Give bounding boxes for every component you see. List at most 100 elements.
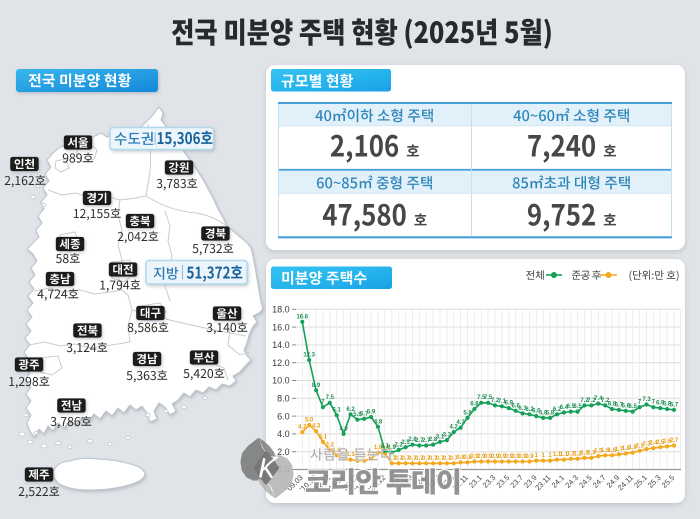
svg-text:7.5: 7.5 xyxy=(484,395,493,401)
svg-text:6.8: 6.8 xyxy=(608,402,617,408)
svg-text:6.6: 6.6 xyxy=(622,403,631,409)
svg-text:3.1: 3.1 xyxy=(319,434,328,440)
svg-text:6.2: 6.2 xyxy=(346,407,355,413)
svg-text:0.8: 0.8 xyxy=(456,455,465,461)
svg-text:2.6: 2.6 xyxy=(663,439,672,445)
svg-text:0.7: 0.7 xyxy=(388,456,397,462)
svg-text:0.9: 0.9 xyxy=(477,454,486,460)
svg-text:7.2: 7.2 xyxy=(587,398,596,404)
svg-text:6.8: 6.8 xyxy=(663,402,672,408)
svg-text:0.7: 0.7 xyxy=(443,456,452,462)
svg-text:0.7: 0.7 xyxy=(436,456,445,462)
svg-text:1.9: 1.9 xyxy=(374,445,383,451)
svg-text:0.7: 0.7 xyxy=(401,456,410,462)
svg-text:0.9: 0.9 xyxy=(484,454,493,460)
svg-text:5.7: 5.7 xyxy=(360,411,369,417)
svg-text:6.6: 6.6 xyxy=(512,403,521,409)
svg-text:1.8: 1.8 xyxy=(622,446,631,452)
svg-text:1.3: 1.3 xyxy=(580,450,589,456)
svg-text:1.6: 1.6 xyxy=(608,448,617,454)
svg-text:5.8: 5.8 xyxy=(546,410,555,416)
svg-text:0.9: 0.9 xyxy=(470,454,479,460)
svg-text:7: 7 xyxy=(638,400,642,406)
svg-text:2.7: 2.7 xyxy=(422,438,431,444)
svg-text:1.9: 1.9 xyxy=(388,445,397,451)
svg-text:12.0: 12.0 xyxy=(272,358,290,368)
svg-text:6.2: 6.2 xyxy=(525,407,534,413)
svg-text:2.3: 2.3 xyxy=(642,442,651,448)
svg-text:14.0: 14.0 xyxy=(272,340,290,350)
svg-text:7.2: 7.2 xyxy=(491,398,500,404)
svg-text:2.2: 2.2 xyxy=(395,442,404,448)
svg-text:8.0: 8.0 xyxy=(277,394,290,404)
svg-text:6.2: 6.2 xyxy=(553,407,562,413)
svg-text:2.2: 2.2 xyxy=(326,442,335,448)
svg-text:0.7: 0.7 xyxy=(450,456,459,462)
svg-text:6.9: 6.9 xyxy=(505,401,514,407)
svg-text:6.5: 6.5 xyxy=(573,404,582,410)
svg-text:2.8: 2.8 xyxy=(429,437,438,443)
svg-text:1.7: 1.7 xyxy=(615,447,624,453)
svg-text:0.9: 0.9 xyxy=(512,454,521,460)
svg-text:4.2: 4.2 xyxy=(298,425,307,431)
svg-text:6.4: 6.4 xyxy=(560,405,569,411)
svg-text:16.0: 16.0 xyxy=(272,322,290,332)
svg-text:2.5: 2.5 xyxy=(656,440,665,446)
svg-text:6.3: 6.3 xyxy=(518,406,527,412)
svg-text:4.8: 4.8 xyxy=(374,419,383,425)
svg-text:1.3: 1.3 xyxy=(587,450,596,456)
svg-text:7.1: 7.1 xyxy=(498,399,507,405)
svg-text:1.1: 1.1 xyxy=(553,452,562,458)
svg-text:6.5: 6.5 xyxy=(567,404,576,410)
svg-text:0.9: 0.9 xyxy=(491,454,500,460)
svg-text:2.7: 2.7 xyxy=(670,438,679,444)
svg-text:5.9: 5.9 xyxy=(367,410,376,416)
svg-text:6.5: 6.5 xyxy=(629,404,638,410)
svg-text:0.8: 0.8 xyxy=(463,455,472,461)
svg-text:0.7: 0.7 xyxy=(429,456,438,462)
svg-text:1: 1 xyxy=(548,453,552,459)
svg-text:12.3: 12.3 xyxy=(303,353,315,359)
svg-text:1: 1 xyxy=(542,453,546,459)
svg-text:0.9: 0.9 xyxy=(505,454,514,460)
svg-text:6.8: 6.8 xyxy=(470,402,479,408)
svg-text:7.5: 7.5 xyxy=(326,395,335,401)
svg-text:6.7: 6.7 xyxy=(670,402,679,408)
svg-text:3.3: 3.3 xyxy=(443,433,452,439)
svg-text:2.0: 2.0 xyxy=(277,447,290,457)
svg-text:2.1: 2.1 xyxy=(381,443,390,449)
svg-text:0.7: 0.7 xyxy=(422,456,431,462)
svg-text:6.9: 6.9 xyxy=(656,401,665,407)
svg-text:1.9: 1.9 xyxy=(629,445,638,451)
svg-text:4.0: 4.0 xyxy=(339,426,348,432)
svg-text:6.0: 6.0 xyxy=(277,411,290,421)
svg-text:5.8: 5.8 xyxy=(463,410,472,416)
svg-text:5.6: 5.6 xyxy=(353,412,362,418)
svg-text:7.5: 7.5 xyxy=(477,395,486,401)
svg-text:7.2: 7.2 xyxy=(580,398,589,404)
svg-text:2.1: 2.1 xyxy=(635,443,644,449)
svg-text:2.8: 2.8 xyxy=(408,437,417,443)
svg-text:4.2: 4.2 xyxy=(450,425,459,431)
svg-text:7: 7 xyxy=(652,400,656,406)
svg-text:7.2: 7.2 xyxy=(601,398,610,404)
svg-text:2.4: 2.4 xyxy=(649,441,658,447)
svg-text:6.0: 6.0 xyxy=(532,409,541,415)
svg-text:6.1: 6.1 xyxy=(333,408,342,414)
svg-text:3.1: 3.1 xyxy=(436,434,445,440)
svg-text:1.1: 1.1 xyxy=(560,452,569,458)
svg-text:10.0: 10.0 xyxy=(272,376,290,386)
svg-text:5.0: 5.0 xyxy=(305,418,314,424)
svg-text:1.2: 1.2 xyxy=(567,451,576,457)
svg-text:4.7: 4.7 xyxy=(456,420,465,426)
svg-text:1: 1 xyxy=(535,453,539,459)
svg-text:18.0: 18.0 xyxy=(272,305,290,315)
svg-text:1.5: 1.5 xyxy=(594,449,603,455)
svg-text:1.2: 1.2 xyxy=(573,451,582,457)
svg-text:4.3: 4.3 xyxy=(312,424,321,430)
svg-text:0.7: 0.7 xyxy=(408,456,417,462)
svg-text:0.9: 0.9 xyxy=(518,454,527,460)
svg-text:4.0: 4.0 xyxy=(277,429,290,439)
svg-text:16.6: 16.6 xyxy=(296,314,308,320)
svg-text:7.3: 7.3 xyxy=(642,397,651,403)
